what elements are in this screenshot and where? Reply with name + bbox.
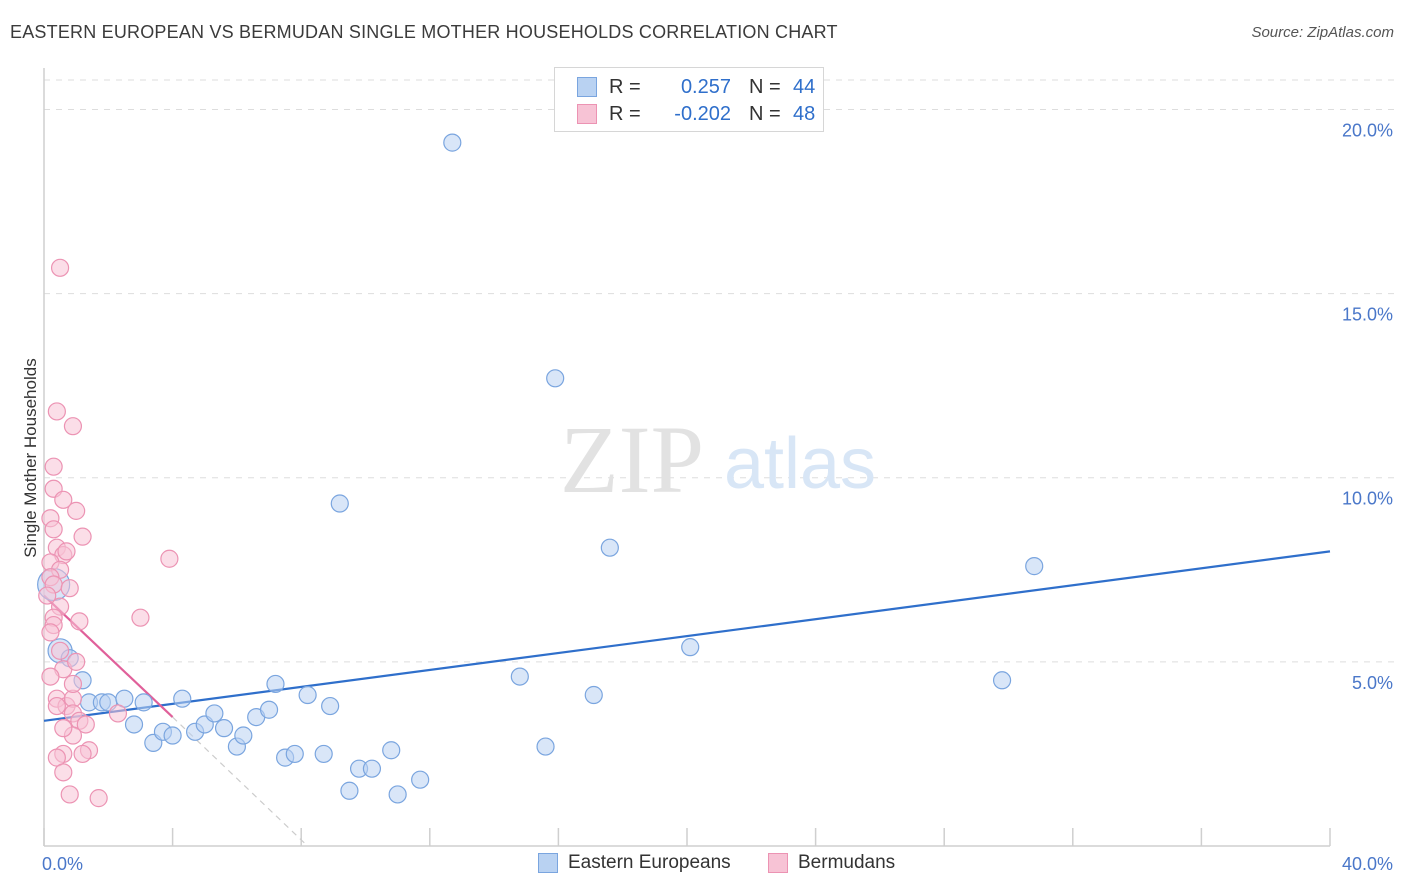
series-swatch-pink <box>768 853 788 873</box>
eastern-european-point <box>411 770 430 789</box>
series-label: Bermudans <box>798 852 896 873</box>
eastern-european-point <box>321 696 340 716</box>
legend-n-value: 48 <box>793 102 816 125</box>
legend-row-bermudans: R = -0.202 N = 48 <box>577 101 815 127</box>
bermudan-point <box>47 402 66 421</box>
eastern-european-point <box>259 700 279 719</box>
watermark: ZIP atlas <box>560 406 876 513</box>
eastern-european-point <box>546 369 565 388</box>
bermudan-point <box>160 549 179 568</box>
bermudan-point <box>63 674 83 694</box>
bermudan-point <box>73 744 92 764</box>
series-legend-bermudans: Bermudans <box>768 852 895 874</box>
eastern-european-point <box>600 538 619 557</box>
eastern-european-point <box>510 667 529 686</box>
x-tick-label-min: 0.0% <box>42 854 83 874</box>
bermudan-point <box>67 501 86 520</box>
axes <box>43 68 1331 847</box>
eastern-european-point <box>314 744 333 764</box>
series-legend-eastern-europeans: Eastern Europeans <box>538 852 731 874</box>
eastern-european-point <box>205 704 224 723</box>
eastern-european-point <box>681 638 700 657</box>
eastern-european-point <box>134 693 153 712</box>
bermudan-point <box>70 612 89 631</box>
correlation-legend: R = 0.257 N = 44 R = -0.202 N = 48 <box>554 67 824 132</box>
watermark-atlas: atlas <box>724 424 876 504</box>
eastern-european-point <box>298 685 317 705</box>
bermudan-point <box>54 719 73 738</box>
series-label: Eastern Europeans <box>568 852 731 873</box>
bermudan-point <box>131 608 150 627</box>
legend-r-value: -0.202 <box>674 102 731 125</box>
y-tick-label: 10.0% <box>1342 489 1393 509</box>
bermudan-point <box>76 715 95 734</box>
bermudan-point <box>67 652 86 671</box>
series-legend: Eastern Europeans Bermudans <box>0 852 1406 878</box>
chart-source: Source: ZipAtlas.com <box>1251 24 1394 41</box>
bermudans-trend-line <box>43 594 174 718</box>
bermudan-point <box>108 704 128 723</box>
legend-row-eastern-europeans: R = 0.257 N = 44 <box>577 74 815 100</box>
bermudan-point <box>44 520 63 539</box>
eastern-european-point <box>340 781 359 800</box>
eastern-european-point <box>443 133 462 152</box>
eastern-europeans-trend-line <box>43 550 1331 722</box>
bermudan-point <box>54 763 73 782</box>
bermudan-point <box>73 527 92 546</box>
chart-title: EASTERN EUROPEAN VS BERMUDAN SINGLE MOTH… <box>10 22 838 42</box>
series-swatch-blue <box>538 853 558 873</box>
legend-r-label: R = <box>609 102 641 125</box>
eastern-european-point <box>584 685 603 705</box>
bermudan-point <box>44 457 63 476</box>
legend-swatch-blue <box>577 77 597 97</box>
legend-r-value: 0.257 <box>680 75 731 98</box>
eastern-european-point <box>163 726 182 745</box>
eastern-european-point <box>285 744 304 764</box>
eastern-european-point <box>388 785 407 804</box>
eastern-european-point <box>124 715 144 734</box>
bermudan-point <box>60 785 79 804</box>
bermudan-point <box>50 258 70 277</box>
eastern-european-point <box>214 719 234 738</box>
eastern-european-point <box>234 726 253 745</box>
bermudan-point <box>60 579 79 598</box>
bermudan-point <box>89 789 108 808</box>
y-tick-label: 20.0% <box>1342 120 1393 140</box>
bermudan-point <box>50 641 70 660</box>
bermudan-point <box>38 586 57 605</box>
x-tick-label-max: 40.0% <box>1342 854 1393 874</box>
eastern-european-point <box>536 737 555 756</box>
bermudan-point <box>41 623 60 642</box>
y-tick-label: 15.0% <box>1342 305 1393 325</box>
bermudan-point <box>63 417 83 436</box>
eastern-european-point <box>330 494 349 513</box>
legend-n-label: N = <box>749 75 781 98</box>
trend-lines <box>43 550 1331 847</box>
eastern-european-point <box>266 674 285 694</box>
eastern-european-point <box>382 741 401 760</box>
y-tick-label: 5.0% <box>1352 673 1393 693</box>
bermudan-point <box>54 490 73 509</box>
bermudan-point <box>57 542 76 561</box>
legend-swatch-pink <box>577 104 597 124</box>
eastern-european-point <box>992 671 1012 690</box>
data-points <box>37 133 1044 808</box>
bermudan-point <box>41 667 60 686</box>
y-axis-title: Single Mother Households <box>21 358 40 557</box>
bermudans-trend-extension <box>172 716 309 847</box>
eastern-european-point <box>362 759 382 778</box>
legend-n-value: 44 <box>793 75 816 98</box>
eastern-european-point <box>1025 557 1044 576</box>
legend-n-label: N = <box>749 102 781 125</box>
tick-labels: 5.0% 10.0% 15.0% 20.0% 0.0% 40.0% <box>42 120 1393 874</box>
eastern-european-point <box>173 689 192 708</box>
gridlines <box>44 79 1394 663</box>
legend-r-label: R = <box>609 75 641 98</box>
bermudan-point <box>47 696 66 716</box>
watermark-zip: ZIP <box>560 406 704 513</box>
